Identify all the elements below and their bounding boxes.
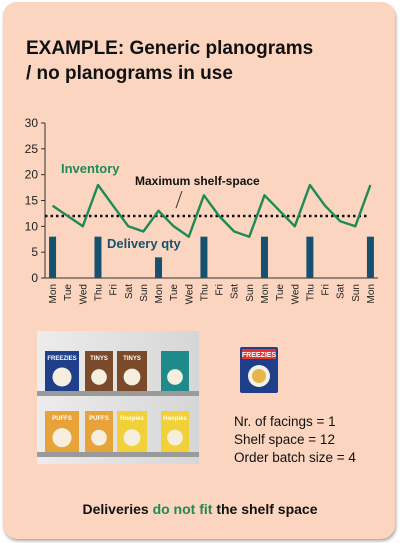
product-label: Hoopies: [163, 416, 187, 422]
x-tick-label: Fri: [215, 284, 226, 296]
delivery-bar: [200, 236, 208, 278]
product-bowl-icon: [91, 369, 107, 385]
x-tick-label: Sat: [124, 284, 135, 299]
product-label: TINYS: [90, 356, 108, 362]
product-bowl-icon: [167, 429, 183, 446]
product-bowl-icon: [123, 368, 141, 386]
footer-caption: Deliveries do not fit the shelf space: [0, 501, 400, 517]
x-tick-label: Tue: [275, 284, 286, 301]
delivery-bar: [306, 236, 314, 278]
product-bowl-icon: [167, 369, 183, 385]
y-tick-label: 30: [25, 116, 39, 130]
x-tick-label: Mon: [154, 284, 165, 303]
shelf-illustration: FREEZIES TINYS TINYS PUFFS PUFFS Hoopies Hoop…: [37, 331, 199, 464]
fact-facings: Nr. of facings = 1: [234, 414, 336, 429]
inventory-label: Inventory: [61, 161, 120, 176]
cereal-box-icon: FREEZIES: [240, 347, 278, 393]
y-tick-label: 10: [25, 219, 39, 233]
y-tick-label: 5: [31, 245, 38, 259]
page-title: EXAMPLE: Generic planograms / no planogr…: [26, 36, 366, 86]
shelf-board-top: [37, 391, 199, 396]
fact-shelf-space: Shelf space = 12: [234, 432, 335, 447]
x-tick-label: Fri: [109, 284, 120, 296]
title-line-2: / no planograms in use: [26, 63, 233, 84]
y-tick-label: 0: [31, 271, 38, 285]
x-tick-label: Tue: [169, 284, 180, 301]
box-brand-label: FREEZIES: [242, 352, 277, 359]
product-bowl-icon: [91, 429, 107, 446]
delivery-bar: [94, 236, 102, 278]
fact-batch-size: Order batch size = 4: [234, 450, 356, 465]
x-tick-label: Thu: [199, 284, 210, 301]
x-tick-label: Thu: [305, 284, 316, 301]
cereal-icon: [252, 369, 266, 383]
x-tick-label: Wed: [290, 284, 301, 304]
footer-part-2: the shelf space: [212, 501, 318, 517]
x-tick-label: Sun: [351, 284, 362, 302]
y-tick-label: 20: [25, 168, 39, 182]
product-label: FREEZIES: [47, 356, 76, 362]
shelf-board-bottom: [37, 452, 199, 457]
x-tick-label: Mon: [48, 284, 59, 303]
x-tick-label: Wed: [78, 284, 89, 304]
delivery-bar: [155, 257, 163, 278]
product-bowl-icon: [123, 429, 141, 447]
product-label: PUFFS: [89, 416, 109, 422]
y-tick-label: 25: [25, 142, 39, 156]
inventory-line: [51, 183, 372, 238]
x-tick-label: Thu: [94, 284, 105, 301]
delivery-bar: [260, 236, 268, 278]
x-tick-label: Sun: [139, 284, 150, 302]
facts-list: Nr. of facings = 1 Shelf space = 12 Orde…: [234, 413, 394, 467]
delivery-bar: [366, 236, 374, 278]
x-tick-label: Fri: [321, 284, 332, 296]
product-label: Hoopies: [120, 416, 144, 422]
x-tick-label: Wed: [184, 284, 195, 304]
delivery-bar: [49, 236, 57, 278]
title-line-1: EXAMPLE: Generic planograms: [26, 38, 314, 59]
product-bowl-icon: [52, 367, 72, 387]
box-banner: [242, 349, 276, 359]
max-shelf-label: Maximum shelf-space: [135, 174, 260, 188]
max-shelf-pointer: [175, 190, 183, 209]
x-tick-label: Sat: [336, 284, 347, 299]
footer-part-1: Deliveries: [82, 501, 153, 517]
x-tick-label: Sat: [230, 284, 241, 299]
y-tick-label: 15: [25, 194, 39, 208]
x-tick-label: Mon: [260, 284, 271, 303]
x-tick-label: Mon: [366, 284, 377, 303]
product-label: TINYS: [123, 356, 141, 362]
inventory-chart: 0 5 10 15 20 25 30 Mon Tue Wed Thu Fri Sat Sun Mon Tue W…: [25, 116, 378, 304]
footer-highlight: do not fit: [152, 501, 213, 517]
x-tick-label: Sun: [245, 284, 256, 302]
delivery-label: Delivery qty: [107, 236, 181, 251]
product-label: PUFFS: [52, 416, 72, 422]
x-tick-label: Tue: [63, 284, 74, 301]
product-bowl-icon: [52, 428, 72, 448]
